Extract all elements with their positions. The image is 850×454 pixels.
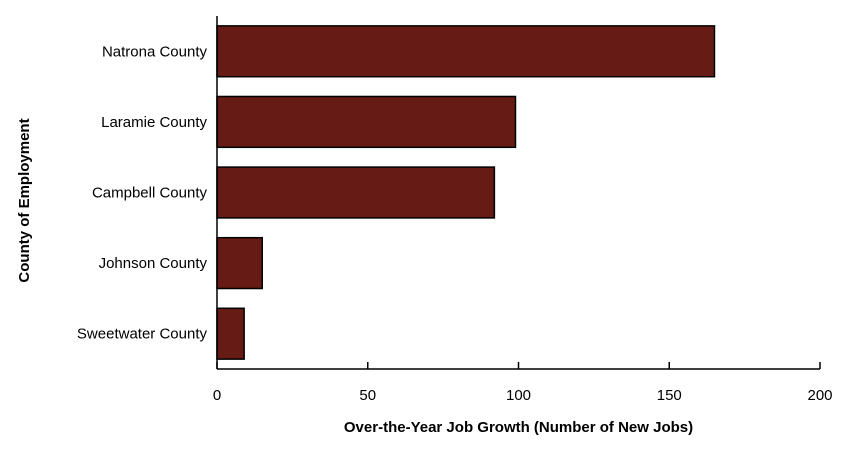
x-tick-label: 150: [657, 387, 682, 404]
category-label: Campbell County: [92, 185, 208, 202]
category-label: Laramie County: [101, 114, 207, 131]
x-ticks-group: 0 50 100 150 200: [213, 362, 833, 404]
category-label: Sweetwater County: [77, 326, 208, 343]
bar: [216, 166, 496, 219]
x-tick-label: 200: [807, 387, 832, 404]
x-tick-label: 50: [359, 387, 376, 404]
bar: [216, 25, 716, 78]
x-tick-label: 100: [506, 387, 531, 404]
x-axis-title: Over-the-Year Job Growth (Number of New …: [344, 419, 693, 436]
category-label: Natrona County: [102, 43, 208, 60]
bars-group: [216, 25, 716, 360]
bar: [216, 236, 263, 290]
category-label: Johnson County: [99, 255, 208, 272]
bar: [216, 307, 245, 360]
x-tick-label: 0: [213, 387, 221, 404]
category-labels-group: Natrona County Laramie County Campbell Cou…: [77, 43, 208, 342]
y-axis-title: County of Employment: [16, 118, 33, 282]
bar: [216, 95, 517, 149]
